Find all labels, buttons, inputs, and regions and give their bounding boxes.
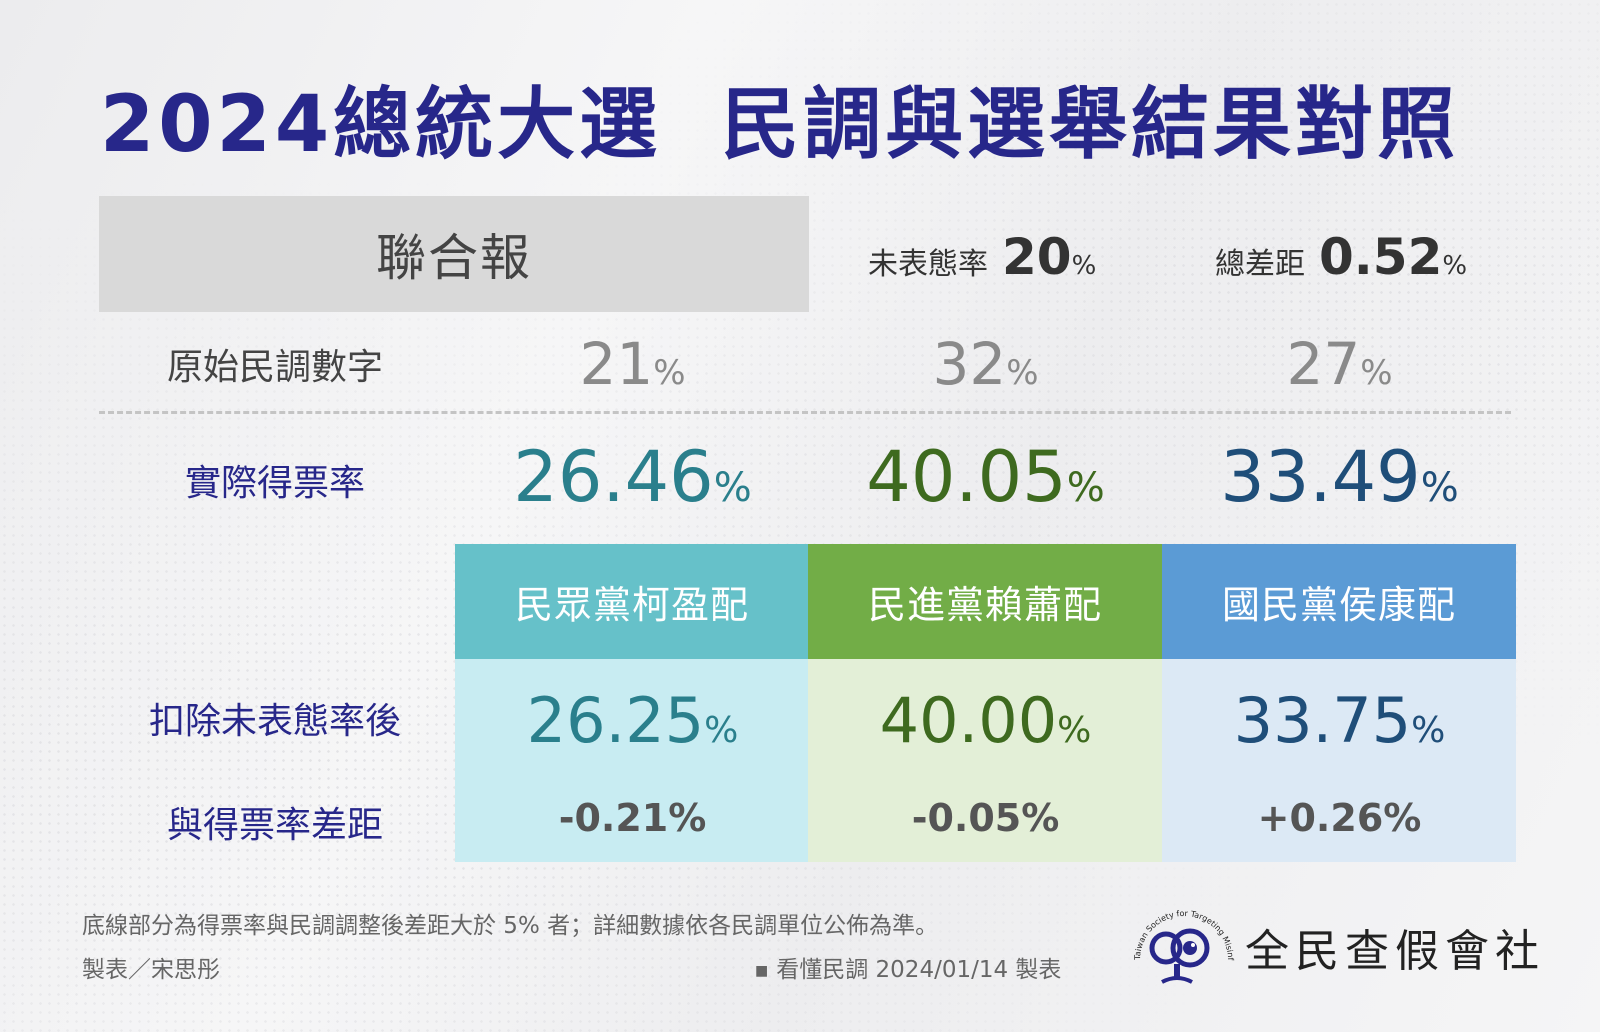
raw-value-kmt: 27% bbox=[1286, 330, 1393, 398]
party-body-tpp bbox=[455, 659, 809, 862]
footer-note: 底線部分為得票率與民調調整後差距大於 5% 者；詳細數據依各民調單位公佈為準。 bbox=[82, 913, 939, 939]
total-gap-value: 0.52 bbox=[1319, 228, 1443, 286]
page-title: 2024總統大選 民調與選舉結果對照 bbox=[100, 62, 1500, 174]
adjusted-value-dpp: 40.00% bbox=[879, 684, 1092, 757]
adjusted-row-label: 扣除未表態率後 bbox=[148, 701, 401, 742]
total-gap: 總差距 0.52% bbox=[1215, 228, 1467, 286]
title-part1: 2024總統大選 bbox=[100, 80, 662, 170]
party-header-dpp: 民進黨賴蕭配 bbox=[808, 544, 1162, 659]
actual-row-label: 實際得票率 bbox=[184, 463, 365, 504]
title-part2: 民調與選舉結果對照 bbox=[721, 80, 1460, 170]
undecided-value: 20 bbox=[1002, 228, 1072, 286]
diff-value-dpp: -0.05% bbox=[911, 796, 1060, 840]
raw-value-dpp: 32% bbox=[932, 330, 1039, 398]
total-gap-unit: % bbox=[1442, 251, 1468, 281]
diff-value-tpp: -0.21% bbox=[558, 796, 707, 840]
logo-name: 全民查假會社 bbox=[1245, 926, 1545, 977]
actual-value-tpp: 26.46% bbox=[513, 436, 752, 518]
raw-value-tpp: 21% bbox=[579, 330, 686, 398]
footer-credit: 製表／宋思彤 bbox=[82, 957, 220, 983]
actual-value-dpp: 40.05% bbox=[866, 436, 1105, 518]
undecided-rate: 未表態率 20% bbox=[868, 228, 1096, 286]
actual-value-kmt: 33.49% bbox=[1220, 436, 1459, 518]
party-body-kmt bbox=[1162, 659, 1516, 862]
magnifier-eye-logo-icon: Taiwan Society for Targeting Misinformat… bbox=[1124, 891, 1238, 990]
bullet-icon: ■ bbox=[755, 962, 769, 979]
row-divider bbox=[99, 411, 1511, 414]
raw-row-label: 原始民調數字 bbox=[166, 347, 383, 388]
party-header-tpp: 民眾黨柯盈配 bbox=[455, 544, 809, 659]
diff-value-kmt: +0.26% bbox=[1257, 796, 1422, 840]
undecided-label: 未表態率 bbox=[868, 247, 988, 282]
adjusted-value-tpp: 26.25% bbox=[526, 684, 739, 757]
party-body-dpp bbox=[808, 659, 1162, 862]
diff-row-label: 與得票率差距 bbox=[166, 805, 383, 846]
source-label: 聯合報 bbox=[99, 196, 809, 312]
undecided-unit: % bbox=[1071, 251, 1097, 281]
party-header-kmt: 國民黨侯康配 bbox=[1162, 544, 1516, 659]
adjusted-value-kmt: 33.75% bbox=[1233, 684, 1446, 757]
total-gap-label: 總差距 bbox=[1215, 247, 1305, 282]
footer-series: ■ 看懂民調 2024/01/14 製表 bbox=[755, 957, 1062, 983]
